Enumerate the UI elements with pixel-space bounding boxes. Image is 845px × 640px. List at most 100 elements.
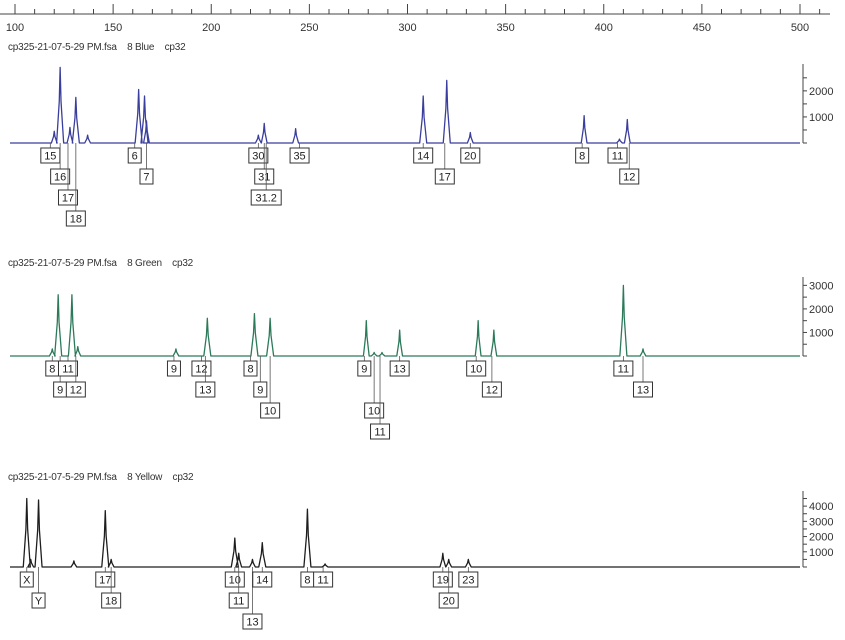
allele-label-box — [250, 189, 282, 206]
allele-label-box — [252, 571, 273, 588]
allele-label: Y — [35, 596, 43, 608]
allele-label-box — [224, 571, 245, 588]
allele-label: 17 — [439, 172, 451, 184]
allele-label: 11 — [233, 596, 244, 608]
allele-label: 11 — [62, 364, 73, 376]
y-tick-label: 1000 — [809, 112, 833, 124]
allele-label-box — [389, 360, 410, 377]
x-axis: 100 150 200 250 300 350 400 450 500 — [0, 4, 830, 34]
allele-label-box — [260, 402, 281, 419]
x-tick-label: 400 — [595, 22, 613, 34]
allele-label-box — [166, 360, 181, 377]
allele-label: 6 — [132, 151, 138, 163]
allele-label-box — [253, 381, 268, 398]
allele-label-box — [364, 402, 385, 419]
allele-label: 16 — [54, 172, 66, 184]
allele-label-box — [57, 360, 78, 377]
x-tick-label: 450 — [693, 22, 711, 34]
allele-label-box — [432, 571, 453, 588]
allele-label: 8 — [49, 364, 55, 376]
allele-label: 11 — [612, 151, 623, 163]
allele-label: 13 — [199, 385, 211, 397]
panel-header-yellow: cp325-21-07-5-29 PM.fsa 8 Yellow cp32 — [8, 472, 194, 483]
allele-label: 11 — [374, 427, 385, 439]
allele-label-box — [65, 210, 86, 227]
allele-label-box — [243, 360, 258, 377]
allele-label: X — [23, 575, 31, 587]
x-tick-label: 250 — [300, 22, 318, 34]
allele-label: 10 — [229, 575, 241, 587]
allele-label: 13 — [637, 385, 649, 397]
allele-label-box — [57, 189, 78, 206]
allele-label-box — [466, 360, 487, 377]
allele-label-box — [228, 592, 249, 609]
y-tick-label: 2000 — [809, 532, 833, 544]
x-tick-label: 150 — [104, 22, 122, 34]
allele-label: 20 — [443, 596, 455, 608]
allele-label: 10 — [470, 364, 482, 376]
x-tick-label: 350 — [496, 22, 514, 34]
allele-label: 30 — [252, 151, 264, 163]
allele-label-box — [50, 168, 71, 185]
allele-label: 20 — [464, 151, 476, 163]
allele-label: 23 — [462, 575, 474, 587]
allele-label: 14 — [256, 575, 268, 587]
allele-label-box — [195, 381, 216, 398]
allele-label: 17 — [99, 575, 111, 587]
panel-header-blue: cp325-21-07-5-29 PM.fsa 8 Blue cp32 — [8, 42, 186, 53]
allele-label: 31.2 — [255, 193, 276, 205]
allele-label-box — [619, 168, 640, 185]
allele-label-box — [413, 147, 434, 164]
allele-label-box — [481, 381, 502, 398]
allele-label-box — [458, 571, 479, 588]
allele-label-box — [101, 592, 122, 609]
panel-header-green: cp325-21-07-5-29 PM.fsa 8 Green cp32 — [8, 258, 194, 269]
allele-label: 31 — [258, 172, 270, 184]
allele-label: 13 — [246, 617, 258, 629]
allele-label: 9 — [57, 385, 63, 397]
trace-blue — [10, 66, 800, 144]
allele-label: 11 — [618, 364, 629, 376]
allele-label-box — [191, 360, 212, 377]
allele-label: 35 — [293, 151, 305, 163]
x-tick-label: 100 — [6, 22, 24, 34]
allele-label-box — [434, 168, 455, 185]
trace-yellow — [10, 497, 800, 568]
y-tick-label: 1000 — [809, 547, 833, 559]
allele-label: 18 — [70, 214, 82, 226]
allele-label: 8 — [579, 151, 585, 163]
allele-label: 11 — [317, 575, 328, 587]
allele-label-box — [370, 423, 391, 440]
allele-label: 12 — [70, 385, 82, 397]
allele-label: 14 — [417, 151, 429, 163]
trace-green — [10, 284, 800, 357]
allele-label: 8 — [304, 575, 310, 587]
y-tick-label: 2000 — [809, 86, 833, 98]
allele-label: 15 — [44, 151, 56, 163]
allele-label: 19 — [437, 575, 449, 587]
allele-label-box — [95, 571, 116, 588]
allele-label-box — [31, 592, 46, 609]
x-tick-label: 300 — [398, 22, 416, 34]
x-tick-label: 500 — [791, 22, 809, 34]
allele-label: 9 — [171, 364, 177, 376]
allele-label-box — [242, 613, 263, 630]
allele-label-box — [254, 168, 275, 185]
allele-label-box — [613, 360, 634, 377]
allele-label: 18 — [105, 596, 117, 608]
allele-label-box — [139, 168, 154, 185]
y-tick-label: 2000 — [809, 304, 833, 316]
allele-label-box — [19, 571, 34, 588]
y-tick-label: 1000 — [809, 327, 833, 339]
allele-label: 10 — [264, 406, 276, 418]
allele-label-box — [127, 147, 142, 164]
x-tick-label: 200 — [202, 22, 220, 34]
allele-label: 12 — [623, 172, 635, 184]
allele-label: 9 — [361, 364, 367, 376]
allele-label-box — [575, 147, 590, 164]
allele-label-box — [313, 571, 334, 588]
